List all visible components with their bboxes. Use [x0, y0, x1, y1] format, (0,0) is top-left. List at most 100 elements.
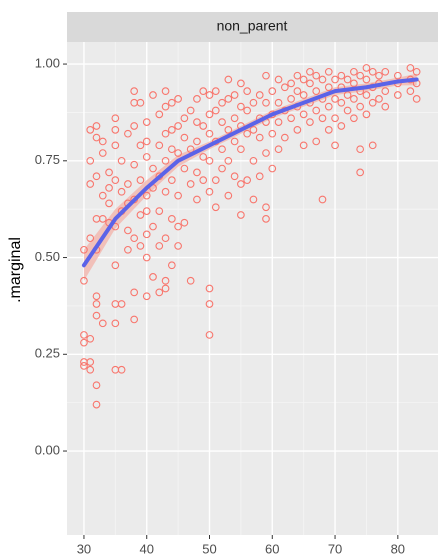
point	[199, 122, 208, 130]
point	[111, 261, 120, 270]
point	[337, 122, 346, 130]
point	[155, 288, 164, 297]
point	[381, 87, 390, 95]
point	[375, 95, 383, 103]
point	[331, 95, 339, 103]
point	[142, 191, 151, 200]
point	[255, 91, 264, 99]
point	[136, 242, 145, 250]
point	[174, 242, 182, 250]
point	[306, 118, 314, 126]
point	[174, 222, 182, 231]
point	[130, 315, 139, 324]
point	[142, 292, 151, 301]
point	[406, 87, 415, 95]
point	[117, 365, 126, 374]
point	[218, 145, 226, 154]
point	[92, 300, 101, 308]
point	[86, 156, 95, 165]
point	[331, 141, 339, 150]
point	[98, 149, 107, 157]
point	[318, 75, 327, 84]
point	[368, 141, 377, 150]
point	[205, 129, 214, 138]
point	[124, 129, 132, 138]
point	[80, 338, 88, 347]
point	[393, 71, 402, 80]
point	[350, 79, 358, 88]
point	[180, 114, 189, 123]
point	[224, 95, 233, 103]
y-tick-label: 0.00	[35, 442, 60, 457]
point	[350, 95, 358, 103]
point	[224, 75, 233, 84]
point	[161, 129, 170, 138]
point	[199, 87, 208, 95]
point	[161, 276, 170, 285]
y-tick-label: 0.25	[35, 346, 60, 361]
point	[186, 276, 195, 285]
point	[92, 122, 101, 130]
point	[312, 87, 321, 95]
point	[350, 114, 358, 123]
point	[211, 203, 220, 212]
point	[268, 87, 277, 95]
y-tick-label: 1.00	[35, 55, 60, 70]
point	[205, 110, 214, 119]
point	[80, 245, 88, 254]
point	[362, 75, 371, 84]
point	[287, 79, 295, 88]
point	[167, 145, 176, 154]
point	[362, 64, 371, 72]
point	[262, 71, 270, 80]
point	[262, 203, 270, 212]
confidence-band	[83, 73, 417, 281]
point	[274, 145, 283, 154]
point	[243, 106, 252, 115]
point	[412, 95, 421, 103]
point	[299, 75, 308, 84]
point	[136, 98, 145, 107]
point	[117, 187, 126, 196]
point	[124, 180, 132, 188]
point	[86, 125, 95, 134]
point	[98, 319, 107, 328]
point	[193, 195, 201, 204]
point	[98, 214, 107, 223]
point	[230, 137, 239, 146]
point	[92, 311, 101, 320]
point	[218, 98, 226, 107]
point	[111, 114, 120, 123]
point	[368, 98, 377, 107]
point	[249, 156, 258, 165]
point	[205, 91, 214, 99]
point	[249, 98, 258, 107]
point	[280, 133, 289, 142]
point	[167, 261, 176, 270]
point	[211, 176, 220, 184]
point	[375, 71, 383, 80]
point	[343, 75, 352, 84]
point	[180, 133, 189, 142]
point	[312, 71, 321, 80]
point	[356, 145, 365, 154]
point	[193, 118, 201, 126]
point	[324, 125, 333, 134]
point	[136, 176, 145, 184]
point	[343, 106, 352, 115]
point	[205, 187, 214, 196]
point	[142, 207, 151, 215]
point	[224, 125, 233, 134]
point	[331, 75, 339, 84]
point	[186, 180, 195, 188]
point	[205, 284, 214, 293]
point	[193, 168, 201, 177]
point	[287, 114, 295, 123]
point	[199, 176, 208, 184]
point	[205, 331, 214, 339]
point	[111, 319, 120, 328]
point	[268, 129, 277, 138]
point	[243, 87, 252, 95]
point	[105, 184, 113, 192]
x-tick-label: 60	[265, 541, 279, 556]
